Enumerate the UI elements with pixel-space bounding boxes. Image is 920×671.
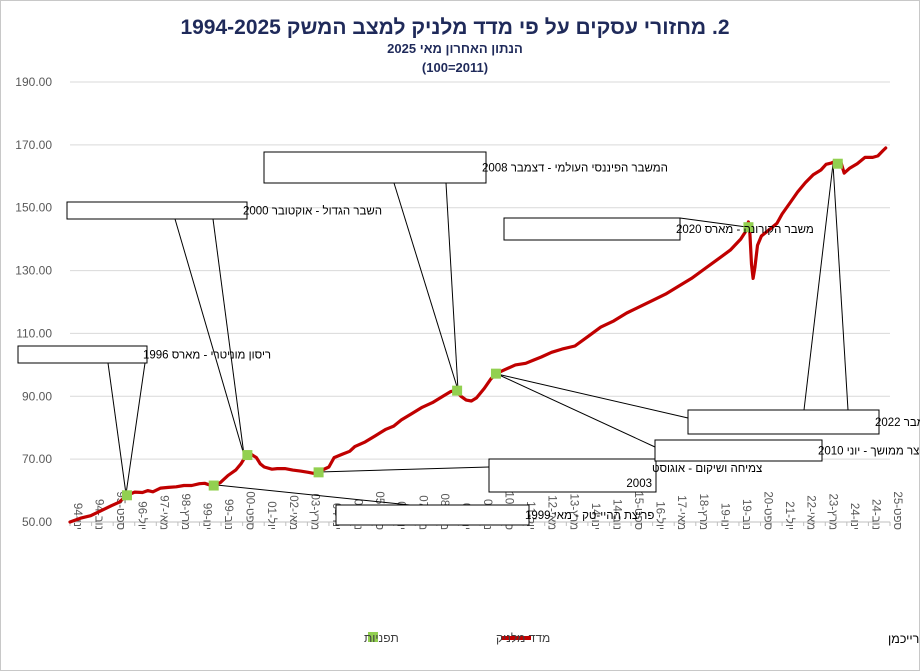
x-tick-label: מאי-12 — [546, 495, 558, 530]
y-tick-label: 50.00 — [22, 515, 52, 529]
callout: ריסון מוניטרי - מארס 1996 — [17, 345, 271, 364]
y-tick-label: 150.00 — [15, 201, 52, 215]
x-tick-label: יול-16 — [654, 501, 667, 530]
callout-leader — [496, 373, 689, 419]
x-tick-label: יול-21 — [783, 501, 796, 530]
turning-point-marker — [743, 222, 754, 233]
callout-leader — [679, 217, 755, 229]
callout-leader — [206, 483, 411, 506]
callout-box — [687, 409, 880, 435]
x-tick-label: נוב-99 — [222, 499, 234, 530]
callout-box — [335, 504, 530, 526]
callout-leader — [174, 218, 245, 456]
y-axis: 50.00 70.00 90.00 110.00 130.00 150.00 170.00 1… — [15, 75, 52, 529]
x-tick-label: יול-01 — [265, 501, 278, 530]
chart-subtitle-base: (100=2011) — [422, 60, 488, 75]
series-turning-points — [121, 158, 843, 501]
x-tick-label: מרץ-13 — [567, 494, 579, 530]
turning-point-marker — [490, 368, 501, 379]
x-tick-label: ספט-95 — [114, 491, 126, 530]
callout-leader — [212, 218, 245, 456]
x-tick-label: ינו-99 — [200, 503, 212, 530]
callout-text: המחזור הנוכחי - ספטמבר 2022 — [875, 417, 920, 429]
x-tick-label: נוב-19 — [740, 499, 752, 530]
x-tick-label: מאי-22 — [805, 495, 817, 530]
callout-text: צמיחה ושיקום - אוגוסט — [652, 463, 762, 475]
callout-text-line2: 2003 — [626, 478, 652, 490]
callout: השבר הגדול - אוקטובר 2000 — [66, 201, 382, 220]
callout-leader — [393, 182, 459, 391]
x-tick-label: מרץ-03 — [308, 494, 320, 530]
y-tick-label: 130.00 — [15, 264, 52, 278]
callout-text: גידול תוצר ממושך - יוני 2010 — [818, 445, 920, 458]
callout-leader — [125, 362, 146, 495]
x-tick-label: מאי-17 — [675, 495, 687, 530]
callout-box — [263, 151, 487, 184]
x-tick-label: ינו-24 — [848, 503, 860, 530]
callout-text: ריסון מוניטרי - מארס 1996 — [143, 350, 271, 362]
callout: המשבר הפיננסי העולמי - דצמבר 2008 — [263, 151, 668, 184]
x-tick-label: ספט-25 — [891, 491, 903, 530]
callout-box — [503, 217, 681, 241]
x-tick-label: מאי-02 — [287, 495, 299, 530]
x-tick-label: ינו-19 — [718, 503, 730, 530]
callout-leader — [318, 466, 490, 473]
x-tick-label: ינו-14 — [589, 503, 601, 530]
y-tick-label: 70.00 — [22, 452, 52, 466]
y-tick-label: 170.00 — [15, 138, 52, 152]
y-tick-label: 110.00 — [16, 326, 52, 340]
callout-leader — [445, 182, 459, 391]
callout-text: המשבר הפיננסי העולמי - דצמבר 2008 — [482, 162, 668, 175]
callout-leader — [832, 163, 849, 411]
legend-label-index: מדד מלניק — [496, 631, 550, 645]
callout-leader — [107, 362, 127, 495]
x-tick-label: ספט-00 — [244, 491, 256, 530]
y-tick-label: 190.00 — [15, 75, 52, 89]
x-tick-label: נוב-94 — [93, 499, 105, 530]
chart-title: 2. מחזורי עסקים על פי מדד מלניק למצב המש… — [180, 16, 729, 39]
callouts: ריסון מוניטרי - מארס 1996 השבר הגדול - או… — [17, 151, 920, 526]
callout-leader — [803, 163, 834, 411]
x-tick-label: ינו-94 — [71, 503, 83, 530]
x-tick-label: ספט-15 — [632, 491, 644, 530]
callout-box — [17, 345, 148, 364]
callout-leaders — [107, 163, 849, 506]
turning-point-marker — [452, 385, 463, 396]
callout: משבר הקורונה - מארס 2020 — [503, 217, 814, 241]
turning-point-marker — [208, 480, 219, 491]
chart-subtitle: הנתון האחרון מאי 2025 — [387, 41, 523, 56]
legend-label-turning-points: תפניות — [364, 631, 399, 645]
x-tick-label: מאי-97 — [157, 495, 169, 530]
turning-point-marker — [832, 158, 843, 169]
callout-text: השבר הגדול - אוקטובר 2000 — [243, 205, 382, 218]
callout-leader — [496, 373, 656, 448]
y-tick-label: 90.00 — [22, 389, 52, 403]
legend-marker-swatch — [368, 632, 378, 642]
callout-box — [488, 458, 657, 493]
x-tick-label: מרץ-18 — [697, 494, 709, 530]
callout: פריצת ההיי-טק - מאי 1999 — [335, 504, 654, 526]
x-tick-label: ספט-20 — [762, 491, 774, 530]
callout-box — [66, 201, 248, 220]
callout-text: פריצת ההיי-טק - מאי 1999 — [525, 510, 654, 522]
callout: גידול תוצר ממושך - יוני 2010 — [654, 439, 920, 462]
turning-point-marker — [242, 450, 253, 461]
turning-point-marker — [121, 490, 132, 501]
x-tick-label: נוב-24 — [869, 499, 881, 530]
callout: המחזור הנוכחי - ספטמבר 2022 — [687, 409, 920, 435]
x-tick-label: מרץ-98 — [179, 494, 191, 530]
callout-box — [654, 439, 823, 462]
turning-point-marker — [313, 467, 324, 478]
callout-text: משבר הקורונה - מארס 2020 — [676, 224, 814, 236]
x-tick-label: נוב-14 — [610, 499, 622, 530]
credit-text: פרופ' רפי מלניק, אוניברסיטת רייכמן — [888, 632, 920, 646]
legend: מדד מלניק תפניות — [364, 631, 550, 645]
x-tick-label: מרץ-23 — [826, 494, 838, 530]
x-tick-label: יול-96 — [136, 501, 149, 530]
